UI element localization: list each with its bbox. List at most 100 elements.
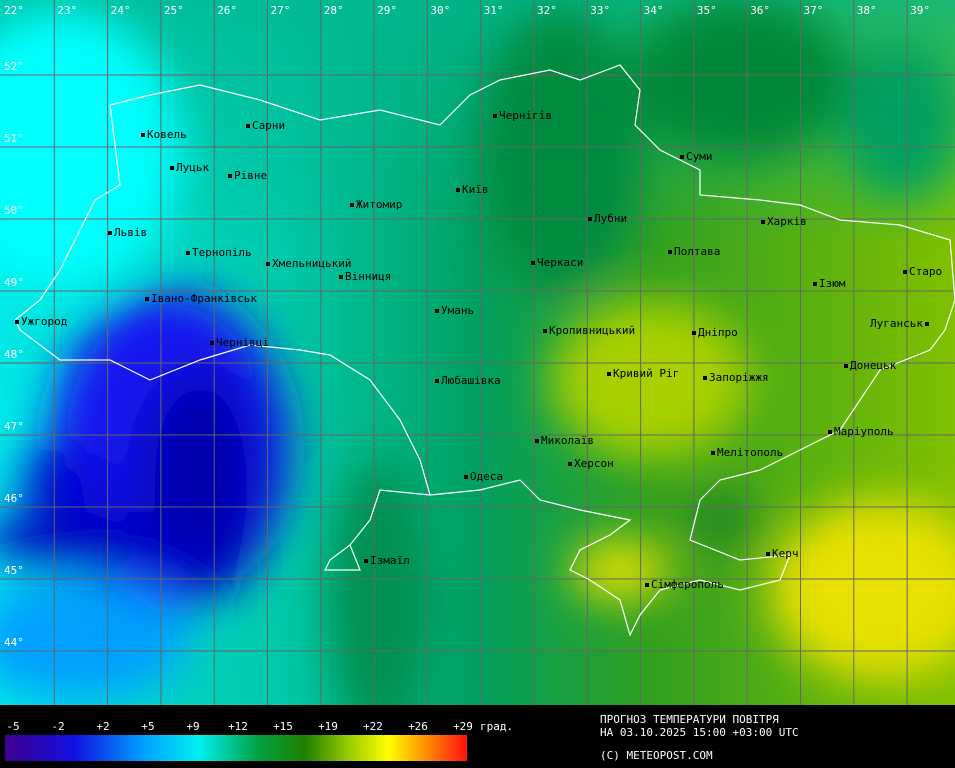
- city-label: Черкаси: [537, 256, 583, 269]
- longitude-label: 38°: [857, 4, 877, 17]
- city-dot: [813, 282, 817, 286]
- copyright: (C) METEOPOST.COM: [600, 749, 713, 762]
- city-label: Луцьк: [176, 161, 209, 174]
- longitude-label: 34°: [644, 4, 664, 17]
- caption-date: НА 03.10.2025 15:00 +03:00 UTC: [600, 726, 799, 739]
- longitude-label: 37°: [804, 4, 824, 17]
- city-dot: [543, 329, 547, 333]
- city-dot: [350, 203, 354, 207]
- legend-tick: +12: [228, 720, 248, 733]
- longitude-label: 24°: [111, 4, 131, 17]
- city-dot: [364, 559, 368, 563]
- city-dot: [145, 297, 149, 301]
- city-label: Вінниця: [345, 270, 391, 283]
- longitude-label: 25°: [164, 4, 184, 17]
- city-label: Любашівка: [441, 374, 501, 387]
- city-dot: [588, 217, 592, 221]
- legend-tick: +29: [453, 720, 473, 733]
- longitude-label: 23°: [57, 4, 77, 17]
- latitude-label: 45°: [4, 564, 24, 577]
- caption-title: ПРОГНОЗ ТЕМПЕРАТУРИ ПОВІТРЯ: [600, 713, 779, 726]
- city-dot: [645, 583, 649, 587]
- city-label: Житомир: [356, 198, 402, 211]
- color-scale: [5, 735, 467, 761]
- city-dot: [535, 439, 539, 443]
- city-label: Маріуполь: [834, 425, 894, 438]
- legend-tick: +19: [318, 720, 338, 733]
- latitude-label: 44°: [4, 636, 24, 649]
- latitude-label: 47°: [4, 420, 24, 433]
- city-dot: [668, 250, 672, 254]
- legend-tick: +5: [141, 720, 154, 733]
- longitude-label: 33°: [590, 4, 610, 17]
- longitude-label: 35°: [697, 4, 717, 17]
- city-dot: [925, 322, 929, 326]
- legend-tick: +15: [273, 720, 293, 733]
- longitude-label: 31°: [484, 4, 504, 17]
- city-label: Львів: [114, 226, 147, 239]
- city-dot: [170, 166, 174, 170]
- city-label: Чернігів: [499, 109, 552, 122]
- longitude-label: 29°: [377, 4, 397, 17]
- city-label: Луганськ: [870, 317, 923, 330]
- city-label: Чернівці: [216, 336, 269, 349]
- latitude-label: 51°: [4, 132, 24, 145]
- city-dot: [435, 309, 439, 313]
- city-label: Сарни: [252, 119, 285, 132]
- legend-labels: град. -5 -2 +2 +5 +9 +12 +15 +19 +22 +26 +29: [6, 720, 513, 733]
- city-label: Старо: [909, 265, 942, 278]
- legend-tick: +9: [186, 720, 199, 733]
- city-dot: [456, 188, 460, 192]
- cities: Ковель Сарни Луцьк Рівне Житомир Чернігів Київ…: [15, 109, 942, 591]
- legend-tick: +22: [363, 720, 383, 733]
- legend-tick: +2: [96, 720, 109, 733]
- city-label: Рівне: [234, 169, 267, 182]
- city-dot: [464, 475, 468, 479]
- city-dot: [828, 430, 832, 434]
- longitude-label: 22°: [4, 4, 24, 17]
- city-label: Сімферополь: [651, 578, 724, 591]
- city-label: Лубни: [594, 212, 627, 225]
- city-dot: [15, 320, 19, 324]
- city-dot: [339, 275, 343, 279]
- city-dot: [692, 331, 696, 335]
- city-label: Донецьк: [850, 359, 897, 372]
- legend-tick: -5: [6, 720, 19, 733]
- legend-tick: +26: [408, 720, 428, 733]
- city-label: Кривий Ріг: [613, 367, 679, 380]
- city-dot: [844, 364, 848, 368]
- temperature-field: [0, 0, 955, 705]
- city-label: Суми: [686, 150, 713, 163]
- longitude-label: 26°: [217, 4, 237, 17]
- city-dot: [186, 251, 190, 255]
- city-label: Запоріжжя: [709, 371, 769, 384]
- city-label: Одеса: [470, 470, 503, 483]
- latitude-label: 46°: [4, 492, 24, 505]
- city-dot: [766, 552, 770, 556]
- city-dot: [435, 379, 439, 383]
- city-label: Харків: [767, 215, 807, 228]
- city-label: Мелітополь: [717, 446, 783, 459]
- city-dot: [680, 155, 684, 159]
- longitude-label: 39°: [910, 4, 930, 17]
- border: [14, 64, 955, 637]
- legend-tick: -2: [51, 720, 64, 733]
- city-label: Полтава: [674, 245, 720, 258]
- city-dot: [711, 451, 715, 455]
- city-dot: [761, 220, 765, 224]
- coordinate-grid: 22° 23° 24° 25° 26° 27° 28° 29° 30° 31° 32° 33° 34° 3…: [0, 0, 955, 705]
- legend-unit: град.: [480, 720, 513, 733]
- city-label: Ковель: [147, 128, 187, 141]
- city-dot: [266, 262, 270, 266]
- city-dot: [703, 376, 707, 380]
- city-label: Керч: [772, 547, 799, 560]
- city-label: Херсон: [574, 457, 614, 470]
- city-label: Ізмаїл: [370, 554, 410, 567]
- city-dot: [108, 231, 112, 235]
- longitude-label: 27°: [271, 4, 291, 17]
- city-dot: [210, 341, 214, 345]
- city-dot: [493, 114, 497, 118]
- city-dot: [141, 133, 145, 137]
- city-label: Тернопіль: [192, 246, 252, 259]
